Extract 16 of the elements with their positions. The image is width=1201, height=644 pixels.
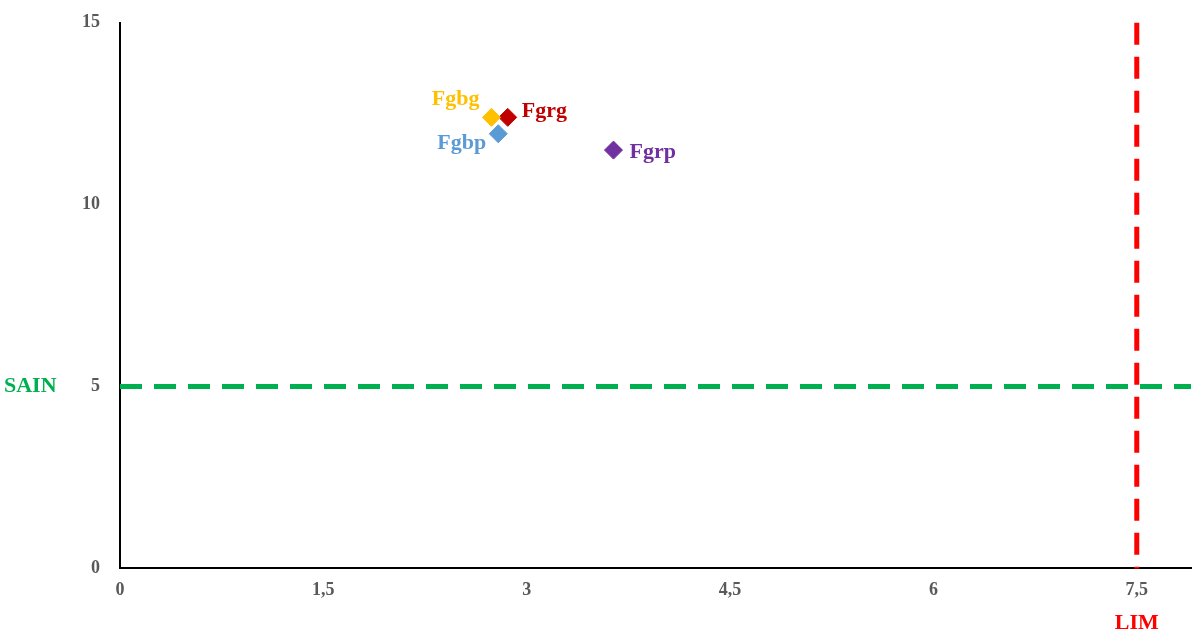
ref-line-label: SAIN <box>4 372 57 398</box>
x-tick-label: 1,5 <box>312 578 335 599</box>
x-tick-label: 6 <box>928 578 938 599</box>
series-label: Fgrg <box>521 97 567 123</box>
ref-line-label: LIM <box>1114 609 1160 635</box>
y-tick-label: 15 <box>82 11 100 32</box>
series-label: Fgbp <box>437 129 487 155</box>
y-tick-label: 10 <box>82 193 100 214</box>
y-tick-label: 5 <box>91 375 100 396</box>
y-tick-label: 0 <box>91 557 100 578</box>
x-tick-label: 4,5 <box>718 578 742 599</box>
series-label: Fgbg <box>431 85 480 111</box>
series-label: Fgrp <box>629 137 676 163</box>
x-tick-label: 7,5 <box>1125 578 1149 599</box>
x-tick-label: 3 <box>522 578 532 599</box>
x-tick-label: 0 <box>115 578 125 599</box>
